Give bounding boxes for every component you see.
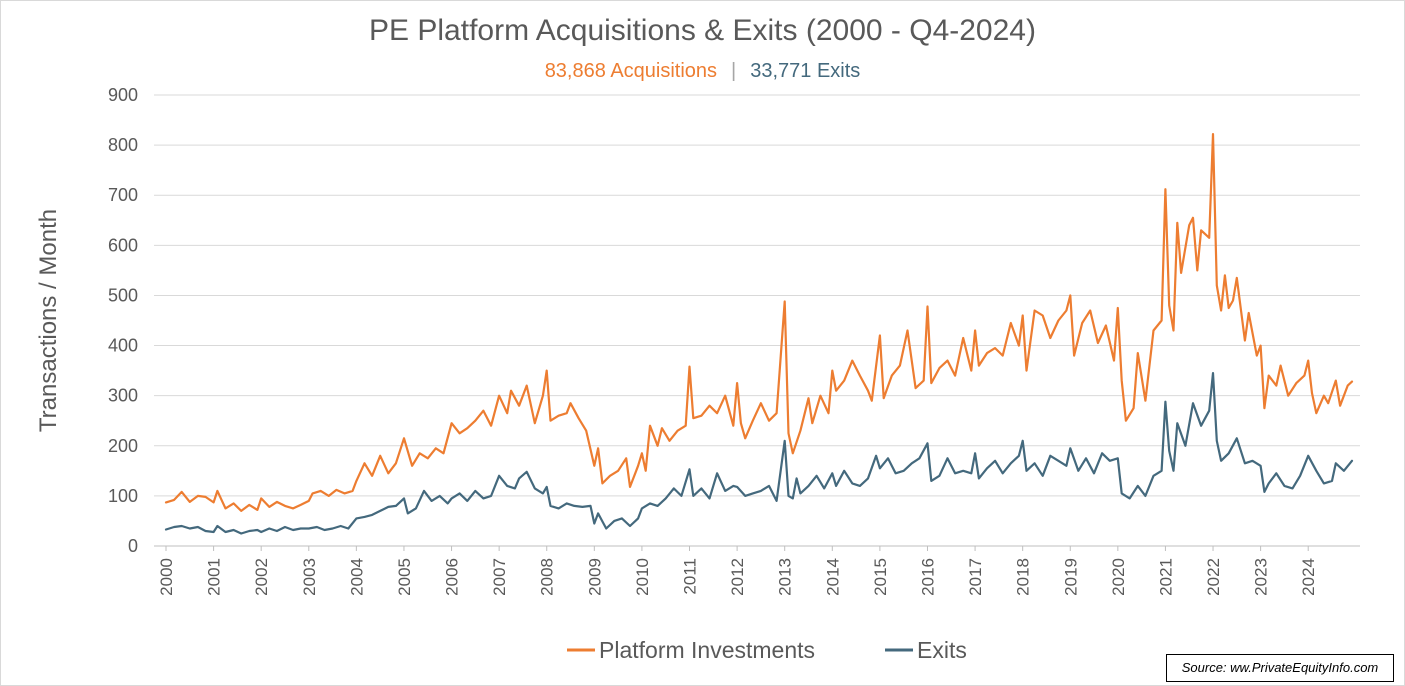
x-tick-label: 2023 xyxy=(1252,558,1271,596)
y-tick-label: 900 xyxy=(108,85,138,105)
y-axis-label: Transactions / Month xyxy=(35,209,62,432)
x-tick-label: 2012 xyxy=(728,558,747,596)
subtitle-exits: 33,771 Exits xyxy=(750,60,861,82)
series-line-platform-investments xyxy=(164,133,1354,512)
x-tick-label: 2021 xyxy=(1156,558,1175,596)
y-tick-label: 500 xyxy=(108,285,138,305)
x-tick-label: 2017 xyxy=(966,558,985,596)
chart-subtitle: 83,868 Acquisitions | 33,771 Exits xyxy=(0,60,1405,83)
x-tick-label: 2020 xyxy=(1109,558,1128,596)
x-tick-label: 2002 xyxy=(252,558,271,596)
y-tick-label: 400 xyxy=(108,336,138,356)
y-tick-label: 100 xyxy=(108,486,138,506)
y-tick-label: 700 xyxy=(108,185,138,205)
chart-title: PE Platform Acquisitions & Exits (2000 -… xyxy=(369,14,1036,47)
legend-label-platform-investments: Platform Investments xyxy=(599,637,815,663)
x-tick-label: 2001 xyxy=(205,558,224,596)
y-tick-label: 600 xyxy=(108,235,138,255)
x-tick-label: 2024 xyxy=(1299,558,1318,596)
subtitle-acquisitions: 83,868 Acquisitions xyxy=(544,60,718,82)
x-tick-label: 2008 xyxy=(538,558,557,596)
x-tick-label: 2010 xyxy=(633,558,652,596)
y-tick-label: 0 xyxy=(128,536,138,556)
x-tick-label: 2000 xyxy=(157,558,176,596)
x-tick-label: 2003 xyxy=(300,558,319,596)
x-tick-label: 2014 xyxy=(823,558,842,596)
x-tick-label: 2004 xyxy=(347,558,366,596)
x-tick-label: 2011 xyxy=(681,558,700,595)
series-line-exits xyxy=(164,372,1354,535)
x-tick-label: 2015 xyxy=(871,558,890,596)
x-tick-label: 2007 xyxy=(490,558,509,596)
x-tick-label: 2019 xyxy=(1061,558,1080,596)
x-tick-label: 2013 xyxy=(776,558,795,596)
x-tick-label: 2009 xyxy=(585,558,604,596)
x-tick-label: 2006 xyxy=(443,558,462,596)
x-tick-label: 2005 xyxy=(395,558,414,596)
x-tick-label: 2018 xyxy=(1014,558,1033,596)
y-tick-label: 800 xyxy=(108,135,138,155)
y-tick-label: 200 xyxy=(108,436,138,456)
y-tick-label: 300 xyxy=(108,386,138,406)
x-tick-label: 2022 xyxy=(1204,558,1223,596)
x-tick-label: 2016 xyxy=(918,558,937,596)
legend-label-exits: Exits xyxy=(917,637,967,663)
source-note: Source: ww.PrivateEquityInfo.com xyxy=(1166,654,1394,682)
subtitle-separator: | xyxy=(731,60,737,82)
